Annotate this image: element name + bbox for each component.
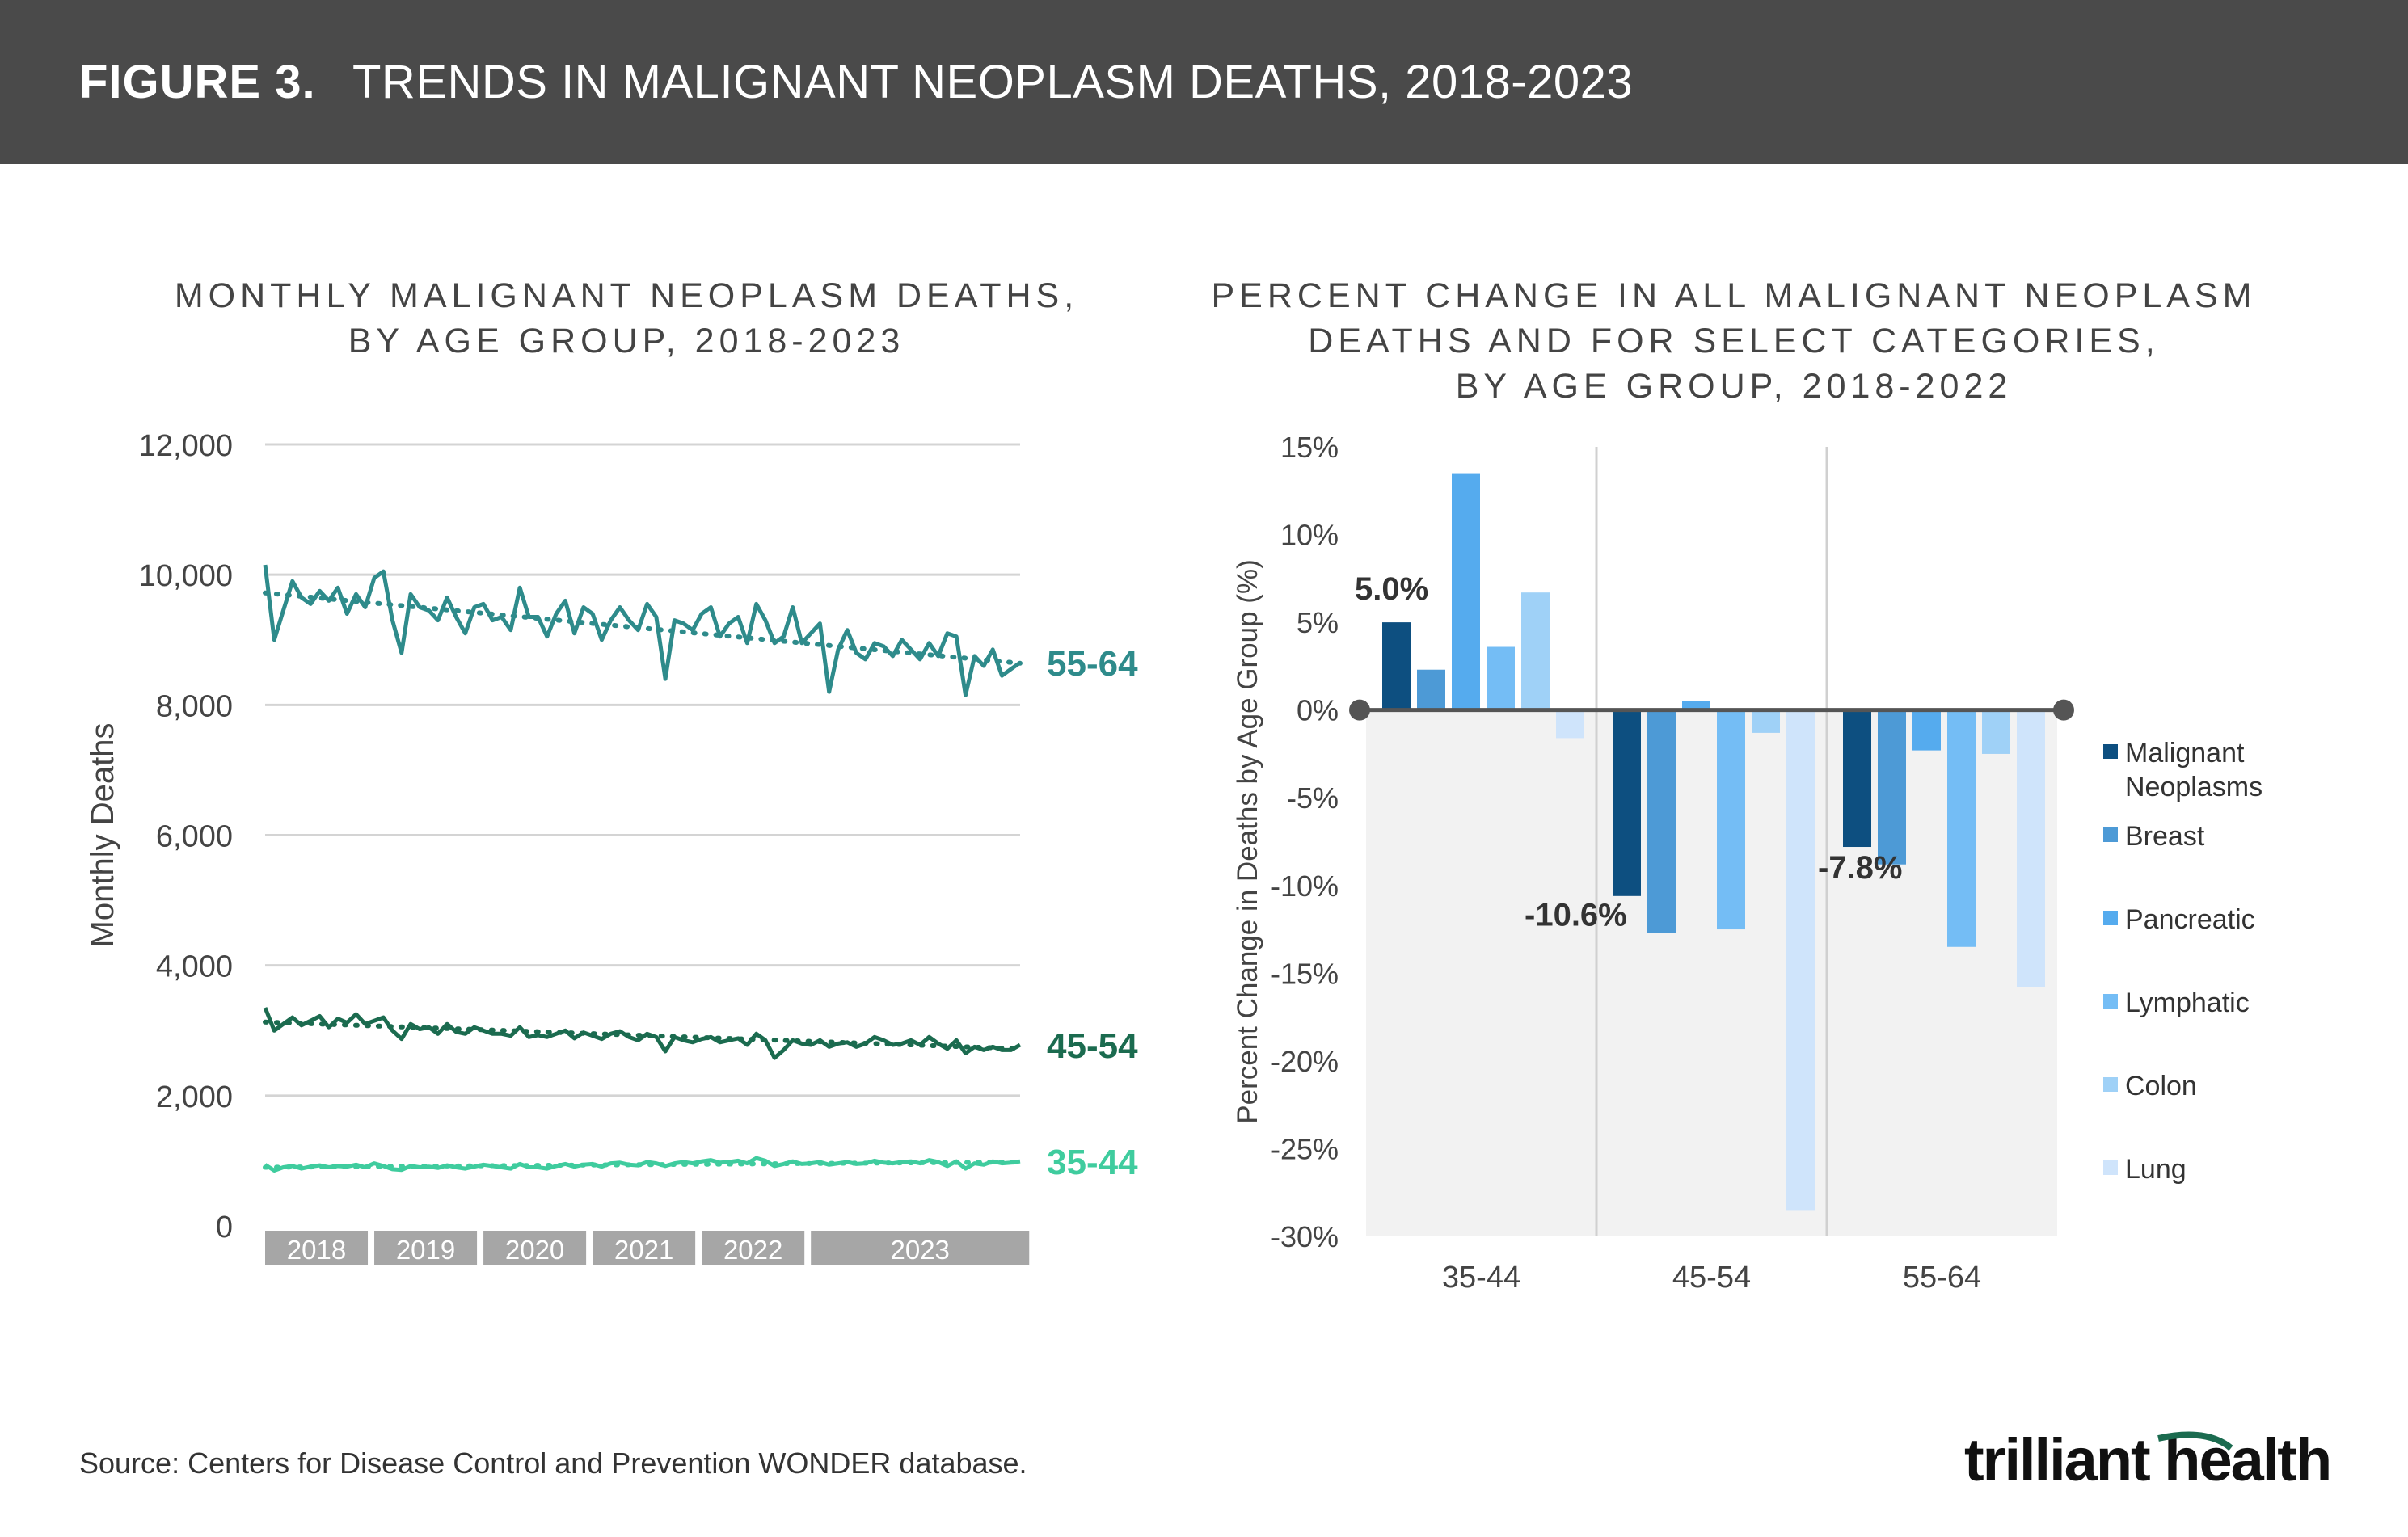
logo-mark: trilliant health xyxy=(1964,1426,2332,1493)
y-tick-label: 8,000 xyxy=(156,689,233,723)
series-end-label: 35-44 xyxy=(1047,1143,1138,1182)
bar-Lung-35-44 xyxy=(1556,710,1584,739)
series-line-55-64 xyxy=(263,564,1022,697)
y-tick-label: 12,000 xyxy=(139,429,233,463)
bar-Lymphatic-55-64 xyxy=(1947,710,1976,947)
line-chart-title: MONTHLY MALIGNANT NEOPLASM DEATHS, BY AG… xyxy=(113,273,1140,364)
year-band-segment xyxy=(593,1231,696,1265)
bar-Pancreatic-45-54 xyxy=(1682,701,1710,710)
year-label: 2023 xyxy=(891,1235,950,1265)
legend-label: Neoplasms xyxy=(2125,772,2263,802)
trendline-55-64 xyxy=(263,590,1023,666)
bar-chart-title-line-2: DEATHS AND FOR SELECT CATEGORIES, xyxy=(1308,322,2160,360)
bar-annotation: -7.8% xyxy=(1818,850,1903,886)
bar-Breast-35-44 xyxy=(1417,669,1445,710)
year-label: 2018 xyxy=(287,1235,346,1265)
bar-Lung-45-54 xyxy=(1786,710,1815,1211)
legend-label: Malignant xyxy=(2125,738,2245,768)
bar-Malignant Neoplasms-55-64 xyxy=(1843,710,1871,848)
bar-Breast-45-54 xyxy=(1647,710,1676,933)
y-tick-label: 10% xyxy=(1280,519,1339,552)
bar-Pancreatic-35-44 xyxy=(1452,473,1480,710)
bar-Colon-35-44 xyxy=(1521,592,1550,710)
zero-axis-start-dot xyxy=(1349,699,1370,721)
y-tick-label: -5% xyxy=(1287,781,1339,815)
category-label: 55-64 xyxy=(1903,1261,1981,1295)
y-axis-label: Percent Change in Deaths by Age Group (%… xyxy=(1232,559,1263,1123)
bar-Malignant Neoplasms-35-44 xyxy=(1382,622,1411,710)
year-band-segment xyxy=(374,1231,478,1265)
series-end-label: 45-54 xyxy=(1047,1026,1138,1066)
negative-region-bg xyxy=(1366,710,2057,1236)
line-chart-title-line-2: BY AGE GROUP, 2018-2023 xyxy=(348,322,905,360)
series-end-label: 55-64 xyxy=(1047,644,1138,684)
trendline-45-54 xyxy=(263,1019,1023,1051)
bar-Lung-55-64 xyxy=(2017,710,2045,987)
legend-label: Colon xyxy=(2125,1071,2197,1101)
trilliant-health-logo: trilliant health xyxy=(1964,1424,2352,1520)
legend-label: Pancreatic xyxy=(2125,904,2255,935)
legend-swatch-Malignant Neoplasms xyxy=(2103,744,2118,759)
y-tick-label: -15% xyxy=(1271,957,1339,990)
bar-chart-title-line-3: BY AGE GROUP, 2018-2022 xyxy=(1455,367,2013,406)
bar-Colon-45-54 xyxy=(1752,710,1780,733)
legend-label: Breast xyxy=(2125,821,2205,852)
svg-text:trilliant health: trilliant health xyxy=(1964,1426,2330,1493)
year-band-segment xyxy=(265,1231,369,1265)
bar-Pancreatic-55-64 xyxy=(1912,710,1941,751)
legend-swatch-Breast xyxy=(2103,827,2118,842)
y-tick-label: 15% xyxy=(1280,431,1339,464)
legend-label: Lymphatic xyxy=(2125,987,2250,1018)
figure-header: FIGURE 3. TRENDS IN MALIGNANT NEOPLASM D… xyxy=(0,0,2408,164)
legend-label: Lung xyxy=(2125,1154,2187,1185)
year-label: 2019 xyxy=(396,1235,455,1265)
bar-chart-title: PERCENT CHANGE IN ALL MALIGNANT NEOPLASM… xyxy=(1204,273,2263,409)
bar-chart-title-line-1: PERCENT CHANGE IN ALL MALIGNANT NEOPLASM xyxy=(1211,276,2257,315)
year-label: 2022 xyxy=(723,1235,782,1265)
bar-Malignant Neoplasms-45-54 xyxy=(1613,710,1641,896)
figure-label: FIGURE 3. xyxy=(79,56,316,108)
bar-Lymphatic-45-54 xyxy=(1717,710,1745,930)
y-tick-label: -25% xyxy=(1271,1132,1339,1165)
legend-swatch-Lymphatic xyxy=(2103,994,2118,1009)
bar-Lymphatic-35-44 xyxy=(1487,646,1515,710)
y-tick-label: 6,000 xyxy=(156,820,233,854)
bar-Breast-55-64 xyxy=(1878,710,1906,865)
y-tick-label: 4,000 xyxy=(156,950,233,984)
year-label: 2021 xyxy=(614,1235,673,1265)
year-band-segment xyxy=(483,1231,587,1265)
y-tick-label: 2,000 xyxy=(156,1080,233,1114)
bar-annotation: 5.0% xyxy=(1355,571,1428,607)
legend-swatch-Colon xyxy=(2103,1077,2118,1092)
series-line-45-54 xyxy=(263,1007,1022,1060)
y-tick-label: 0% xyxy=(1297,694,1339,727)
y-tick-label: -10% xyxy=(1271,870,1339,903)
legend-swatch-Pancreatic xyxy=(2103,911,2118,925)
y-tick-label: -20% xyxy=(1271,1045,1339,1078)
y-tick-label: -30% xyxy=(1271,1220,1339,1253)
bar-annotation: -10.6% xyxy=(1525,898,1627,933)
bar-chart: 15% 10% 5% 0% -5% -10% -15% -20% -25% -30% Percent… xyxy=(1232,431,2263,1295)
line-chart: 0 2,000 4,000 6,000 8,000 10,000 12,000 Monthly… xyxy=(85,429,1138,1265)
zero-axis-end-dot xyxy=(2053,699,2074,721)
y-tick-label: 5% xyxy=(1297,606,1339,639)
y-axis-label: Monthly Deaths xyxy=(85,723,120,948)
y-tick-label: 0 xyxy=(216,1211,233,1244)
legend-swatch-Lung xyxy=(2103,1160,2118,1175)
line-chart-title-line-1: MONTHLY MALIGNANT NEOPLASM DEATHS, xyxy=(174,276,1079,315)
year-band-segment xyxy=(811,1231,1030,1265)
category-label: 45-54 xyxy=(1672,1261,1751,1295)
year-band-segment xyxy=(702,1231,805,1265)
year-label: 2020 xyxy=(505,1235,564,1265)
y-tick-label: 10,000 xyxy=(139,559,233,593)
category-label: 35-44 xyxy=(1442,1261,1520,1295)
trendline-35-44 xyxy=(263,1160,1023,1170)
bar-Colon-55-64 xyxy=(1982,710,2010,754)
source-note: Source: Centers for Disease Control and … xyxy=(79,1446,1027,1480)
figure-title: TRENDS IN MALIGNANT NEOPLASM DEATHS, 201… xyxy=(352,56,1634,108)
